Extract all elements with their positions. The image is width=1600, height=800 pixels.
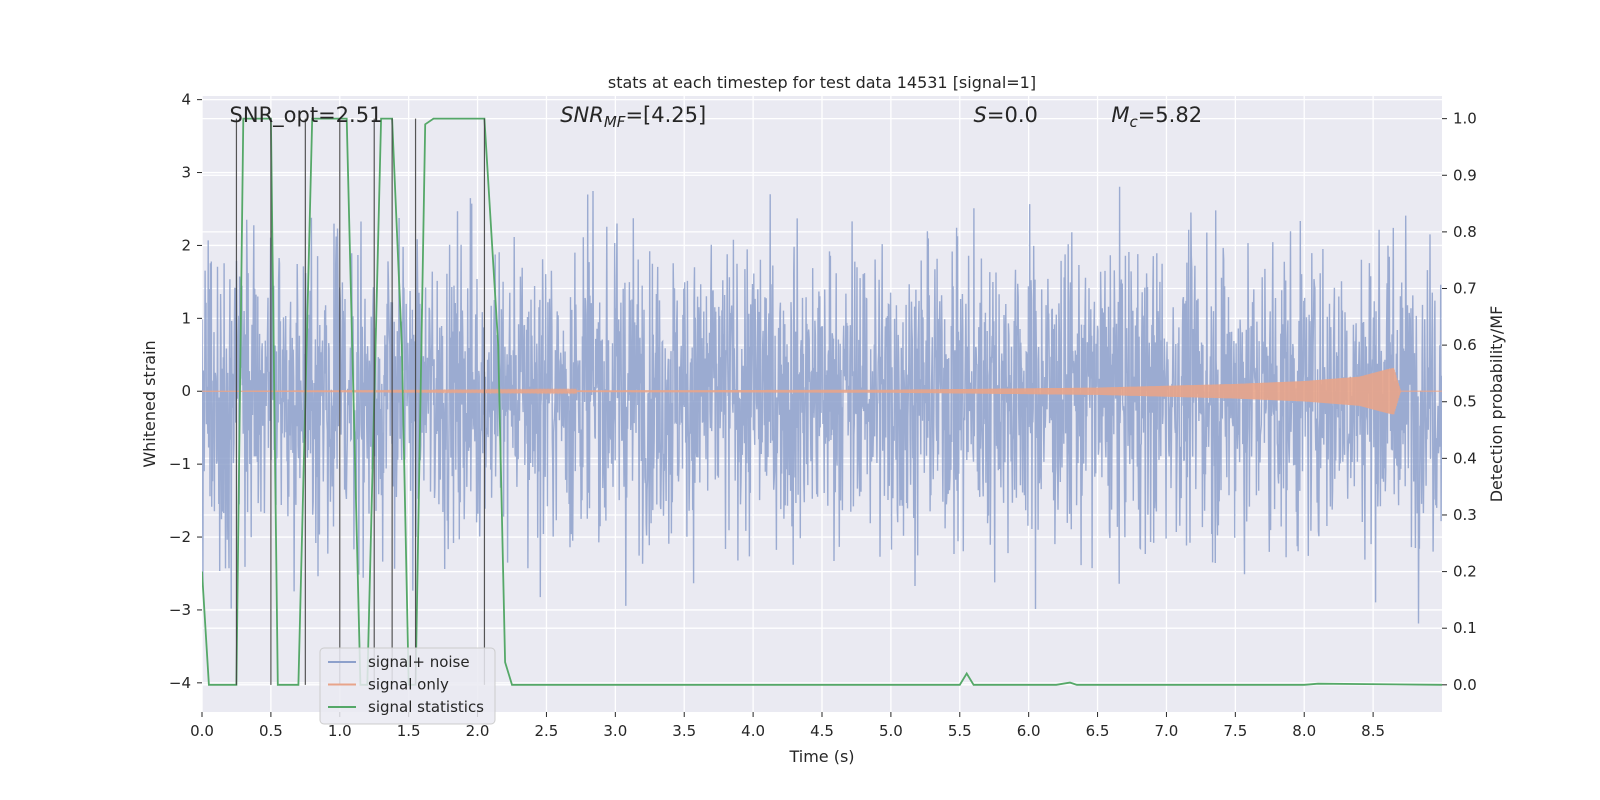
- ticks: 0.0 0.5 1.0 1.5 2.0 2.5 3.0 3.5 4.0 4.5 5.0 5.5 6.0 6…: [169, 91, 1477, 740]
- x-tick-label-6: 3.0: [603, 722, 627, 740]
- x-tick-label-7: 3.5: [672, 722, 696, 740]
- x-tick-label-4: 2.0: [466, 722, 490, 740]
- y-right-tick-label-10: 1.0: [1453, 110, 1477, 128]
- x-tick-label-12: 6.0: [1017, 722, 1041, 740]
- y-tick-label-1: −3: [169, 601, 191, 619]
- legend-box: [319, 647, 496, 725]
- legend-label-0: signal+ noise: [368, 653, 470, 671]
- annotation-0: SNR_opt=2.51: [230, 103, 383, 128]
- x-tick-label-0: 0.0: [190, 722, 214, 740]
- y-right-tick-label-7: 0.7: [1453, 280, 1477, 298]
- vertical-markers: [235, 118, 486, 685]
- x-tick-label-1: 0.5: [259, 722, 283, 740]
- x-tick-label-10: 5.0: [879, 722, 903, 740]
- y-right-tick-label-4: 0.4: [1453, 449, 1477, 467]
- x-tick-label-16: 8.0: [1292, 722, 1316, 740]
- x-tick-label-3: 1.5: [397, 722, 421, 740]
- x-tick-label-11: 5.5: [948, 722, 972, 740]
- y-right-tick-label-2: 0.2: [1453, 563, 1477, 581]
- x-tick-label-13: 6.5: [1086, 722, 1110, 740]
- x-tick-label-17: 8.5: [1361, 722, 1385, 740]
- x-tick-label-5: 2.5: [535, 722, 559, 740]
- legend-label-2: signal statistics: [368, 698, 484, 716]
- y-tick-label-8: 4: [181, 91, 191, 109]
- y-tick-label-2: −2: [169, 528, 191, 546]
- annotations: SNR_opt=2.51 SNRMF=[4.25] S=0.0 Mc=5.82: [230, 103, 1203, 131]
- y-tick-label-6: 2: [181, 236, 191, 254]
- x-tick-label-9: 4.5: [810, 722, 834, 740]
- y-tick-label-4: 0: [181, 382, 191, 400]
- y-right-tick-label-8: 0.8: [1453, 223, 1477, 241]
- chart-title: stats at each timestep for test data 145…: [608, 73, 1036, 92]
- series-signal-noise: [202, 186, 1442, 624]
- y-right-tick-label-3: 0.3: [1453, 506, 1477, 524]
- y-right-tick-label-9: 0.9: [1453, 166, 1477, 184]
- y-right-tick-label-5: 0.5: [1453, 393, 1477, 411]
- x-tick-label-14: 7.0: [1155, 722, 1179, 740]
- annotation-2: S=0.0: [974, 103, 1038, 127]
- annotation-1: SNRMF=[4.25]: [560, 103, 706, 131]
- y-right-tick-label-6: 0.6: [1453, 336, 1477, 354]
- x-tick-label-8: 4.0: [741, 722, 765, 740]
- y-tick-label-5: 1: [181, 309, 191, 327]
- x-tick-label-15: 7.5: [1223, 722, 1247, 740]
- x-axis-label: Time (s): [788, 747, 854, 766]
- y-axis-label: Whitened strain: [140, 340, 159, 467]
- x-tick-label-2: 1.0: [328, 722, 352, 740]
- legend: signal+ noise signal only signal statistic…: [319, 647, 496, 725]
- y-tick-label-0: −4: [169, 674, 191, 692]
- annotation-3: Mc=5.82: [1111, 103, 1202, 131]
- y-right-tick-label-0: 0.0: [1453, 676, 1477, 694]
- y-tick-label-7: 3: [181, 164, 191, 182]
- y-tick-label-3: −1: [169, 455, 191, 473]
- legend-label-1: signal only: [368, 676, 449, 694]
- y-right-axis-label: Detection probability/MF: [1487, 306, 1506, 503]
- y-right-tick-label-1: 0.1: [1453, 619, 1477, 637]
